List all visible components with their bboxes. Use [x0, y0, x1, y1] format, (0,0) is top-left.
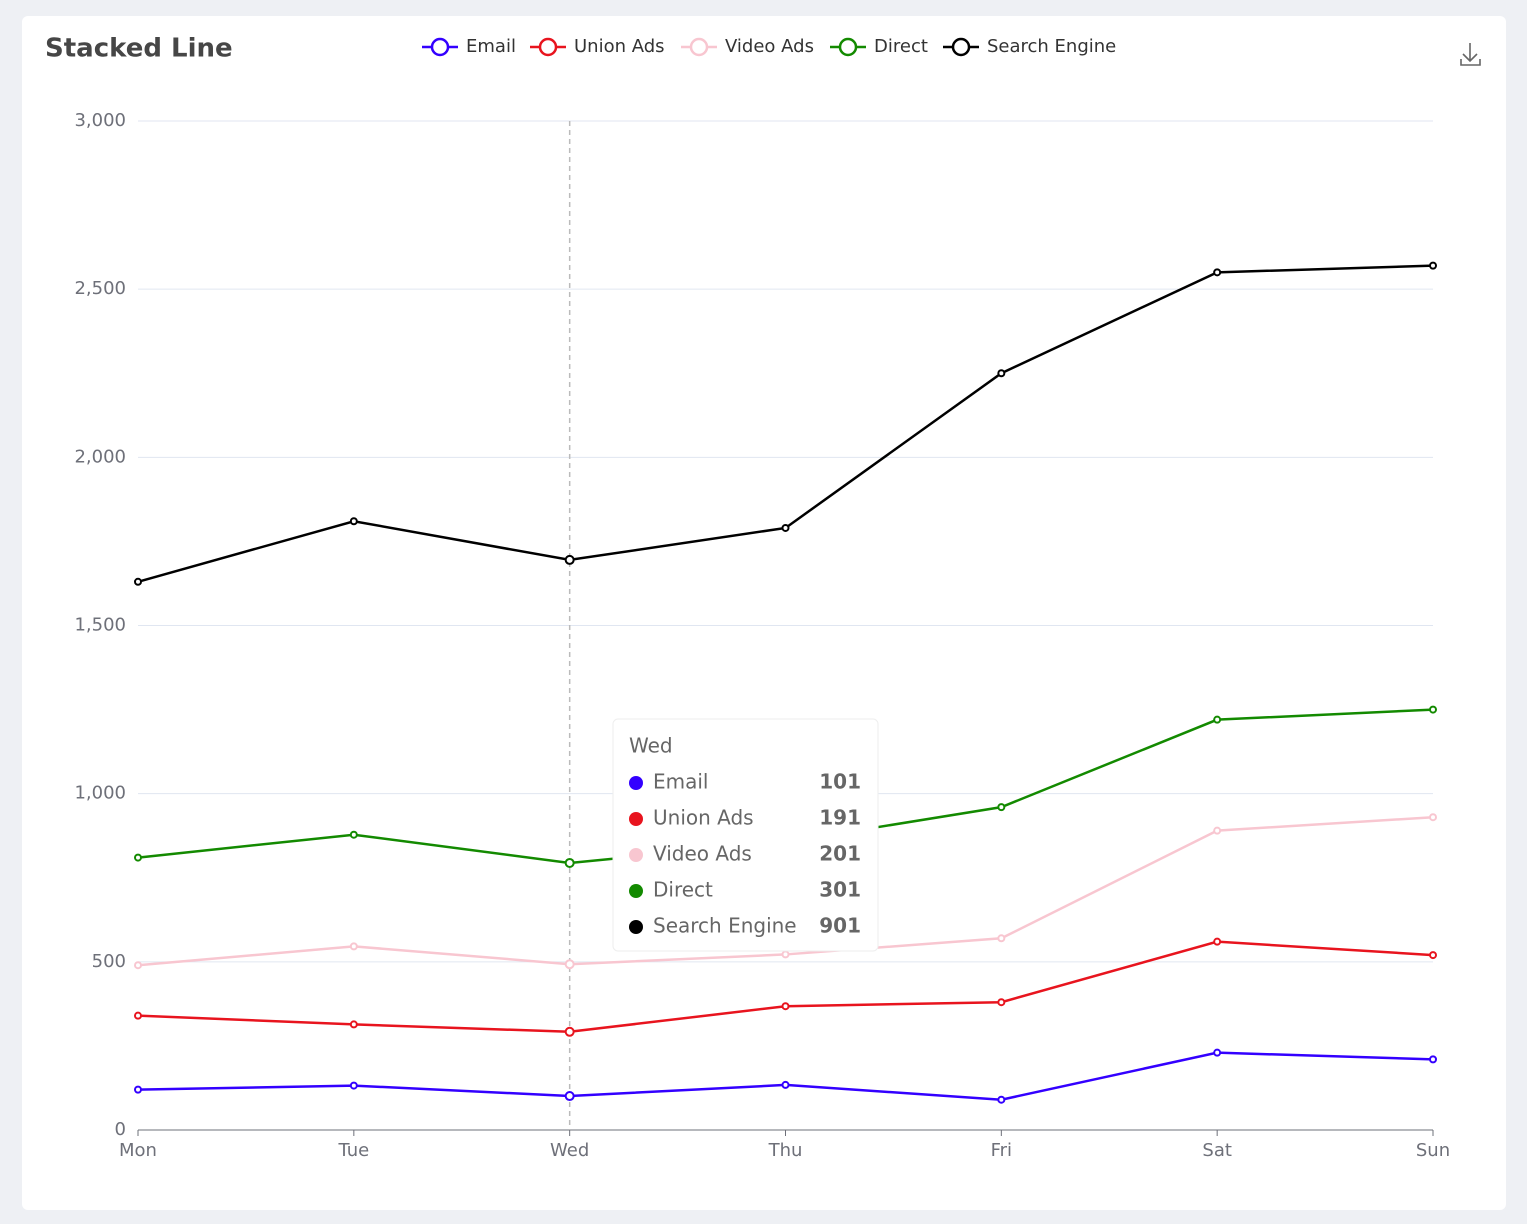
point	[564, 1026, 575, 1037]
x-tick-label: Sat	[1202, 1140, 1232, 1161]
tooltip-dot	[629, 776, 643, 790]
point	[1429, 705, 1437, 714]
point	[349, 517, 358, 526]
legend-label: Direct	[874, 36, 928, 57]
legend-marker	[689, 37, 709, 57]
tooltip-value: 101	[819, 770, 861, 794]
point	[1429, 951, 1437, 960]
point	[134, 853, 142, 862]
card	[22, 16, 1506, 1210]
x-tick-label: Tue	[337, 1140, 369, 1161]
x-tick-label: Mon	[119, 1140, 157, 1161]
tooltip-title: Wed	[629, 734, 673, 758]
legend-item[interactable]: Search Engine	[943, 36, 1116, 57]
point	[1213, 268, 1222, 277]
legend-item[interactable]: Union Ads	[530, 36, 665, 57]
x-tick-label: Thu	[768, 1140, 803, 1161]
point	[349, 1020, 358, 1029]
point	[997, 803, 1006, 812]
point	[1429, 813, 1437, 822]
point	[1213, 715, 1222, 724]
legend-marker	[538, 37, 558, 57]
point	[134, 961, 142, 970]
tooltip-dot	[629, 884, 643, 898]
point	[349, 942, 358, 951]
legend-marker	[430, 37, 450, 57]
point	[997, 1095, 1006, 1104]
legend-marker	[951, 37, 971, 57]
legend-label: Video Ads	[725, 36, 814, 57]
point	[781, 1002, 790, 1011]
point	[1213, 937, 1222, 946]
y-tick-label: 0	[115, 1119, 126, 1140]
point	[134, 1085, 142, 1094]
legend-label: Email	[466, 36, 516, 57]
point	[997, 934, 1006, 943]
x-tick-label: Sun	[1416, 1140, 1450, 1161]
x-tick-label: Wed	[550, 1140, 589, 1161]
point	[781, 523, 790, 532]
legend-item[interactable]: Video Ads	[681, 36, 814, 57]
point	[997, 369, 1006, 378]
point	[564, 857, 575, 868]
point	[134, 577, 142, 586]
download-glyph[interactable]	[1460, 43, 1481, 66]
point	[349, 1081, 358, 1090]
y-tick-label: 1,500	[74, 615, 126, 636]
y-tick-label: 3,000	[74, 110, 126, 131]
legend-item[interactable]: Direct	[830, 36, 928, 57]
point	[997, 998, 1006, 1007]
point	[781, 1080, 790, 1089]
point	[1213, 826, 1222, 835]
point	[564, 959, 575, 970]
tooltip-dot	[629, 848, 643, 862]
tooltip-value: 201	[819, 842, 861, 866]
tooltip-name: Direct	[653, 878, 713, 902]
point	[564, 1091, 575, 1102]
legend-marker	[838, 37, 858, 57]
y-tick-label: 2,500	[74, 278, 126, 299]
tooltip-name: Email	[653, 770, 709, 794]
point	[1213, 1048, 1222, 1057]
x-tick-label: Fri	[991, 1140, 1012, 1161]
chart-title: Stacked Line	[45, 34, 233, 64]
point	[1429, 1055, 1437, 1064]
tooltip-name: Union Ads	[653, 806, 754, 830]
y-tick-label: 1,000	[74, 783, 126, 804]
y-tick-label: 500	[92, 951, 126, 972]
download-icon[interactable]	[1460, 43, 1481, 66]
y-tick-label: 2,000	[74, 446, 126, 467]
point	[349, 830, 358, 839]
tooltip: Wed Email 101 Union Ads 191 Video Ads 201 Direc…	[612, 718, 879, 952]
tooltip-dot	[629, 920, 643, 934]
legend-item[interactable]: Email	[422, 36, 516, 57]
point	[134, 1011, 142, 1020]
tooltip-box	[612, 718, 879, 952]
point	[564, 554, 575, 565]
point	[1429, 261, 1437, 270]
tooltip-name: Search Engine	[653, 914, 797, 938]
legend-label: Search Engine	[987, 36, 1116, 57]
tooltip-value: 191	[819, 806, 861, 830]
point	[781, 950, 790, 959]
tooltip-value: 301	[819, 878, 861, 902]
tooltip-value: 901	[819, 914, 861, 938]
tooltip-name: Video Ads	[653, 842, 752, 866]
legend-label: Union Ads	[574, 36, 665, 57]
tooltip-dot	[629, 812, 643, 826]
